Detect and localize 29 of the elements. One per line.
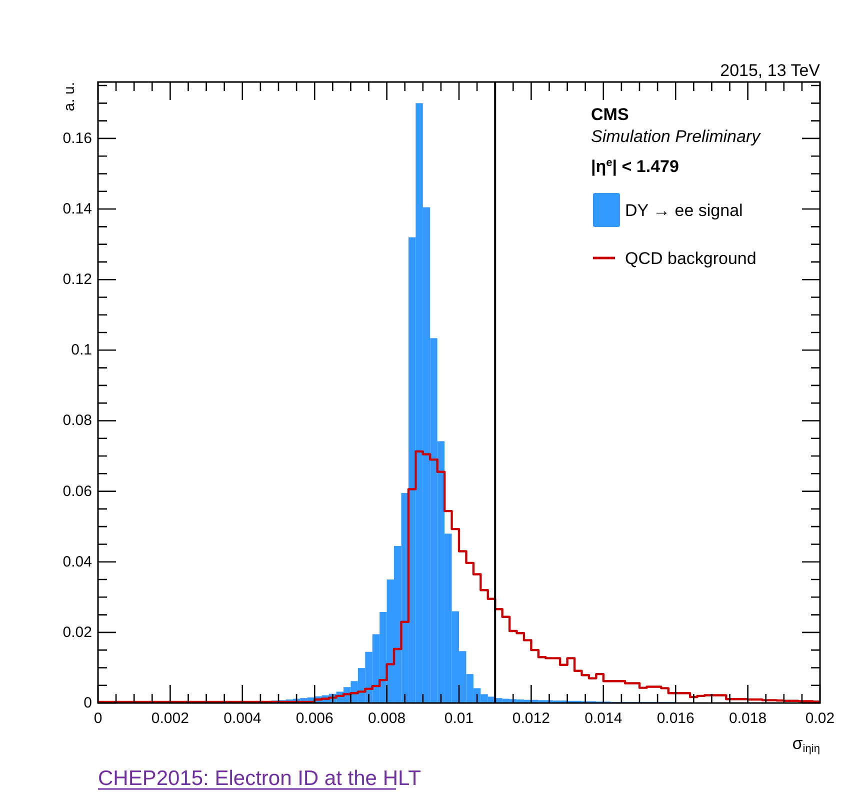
x-tick-label: 0.016 [656, 710, 694, 727]
x-tick-label: 0.012 [512, 710, 550, 727]
y-tick-label: 0.08 [62, 412, 92, 430]
x-tick-label: 0.008 [368, 710, 406, 727]
x-tick-label: 0.02 [805, 710, 835, 727]
annotation: |η$^{e}$| < 1.479 [591, 157, 679, 176]
annotation: Simulation Preliminary [591, 127, 762, 146]
x-axis-title: σ$_{iηiη}$ [792, 734, 820, 756]
y-tick-label: 0 [84, 694, 92, 712]
legend-label: DY → ee signal [625, 201, 743, 220]
x-tick-label: 0.01 [444, 710, 474, 727]
x-tick-label: 0.002 [151, 710, 189, 727]
x-tick-label: 0 [94, 710, 102, 727]
y-tick-label: 0.06 [62, 482, 92, 500]
y-tick-label: 0.1 [71, 342, 92, 359]
x-tick-label: 0.004 [224, 710, 262, 727]
legend-label: QCD background [625, 249, 756, 268]
y-tick-label: 0.02 [62, 624, 92, 641]
x-tick-label: 0.006 [296, 710, 334, 727]
text: 2015, 13 TeV [720, 61, 821, 80]
y-tick-label: 0.12 [62, 271, 92, 288]
y-tick-label: 0.14 [62, 200, 92, 218]
x-tick-label: 0.014 [584, 710, 622, 727]
text: CHEP2015: Electron ID at the HLT [98, 767, 422, 790]
x-tick-label: 0.018 [729, 710, 767, 727]
y-tick-label: 0.04 [62, 553, 92, 570]
y-axis-title: a. u. [61, 82, 78, 112]
annotation: CMS [591, 105, 629, 124]
y-tick-label: 0.16 [62, 130, 92, 147]
